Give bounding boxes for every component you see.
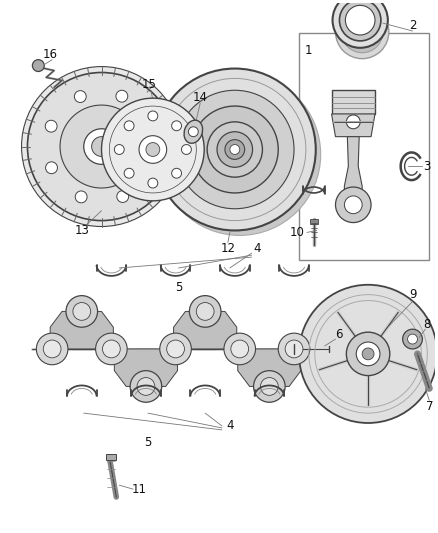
Circle shape (254, 370, 285, 402)
Circle shape (167, 340, 184, 358)
Circle shape (191, 106, 278, 193)
Circle shape (172, 168, 181, 178)
Circle shape (60, 105, 143, 188)
Text: 12: 12 (220, 242, 235, 255)
Circle shape (261, 377, 278, 395)
Circle shape (154, 69, 316, 230)
Circle shape (32, 60, 44, 71)
Circle shape (356, 342, 380, 366)
Text: 5: 5 (144, 436, 152, 449)
Circle shape (146, 143, 160, 156)
Polygon shape (114, 349, 177, 386)
Text: 3: 3 (424, 160, 431, 173)
Bar (106, 454, 117, 459)
Circle shape (160, 333, 191, 365)
Bar (299, 33, 429, 260)
Text: 10: 10 (290, 226, 304, 239)
Polygon shape (50, 311, 113, 349)
Polygon shape (332, 114, 375, 136)
Circle shape (188, 127, 198, 136)
Circle shape (299, 285, 437, 423)
Circle shape (336, 5, 389, 59)
Circle shape (362, 348, 374, 360)
Text: 15: 15 (141, 78, 156, 91)
Text: 13: 13 (74, 224, 89, 237)
Circle shape (176, 90, 294, 209)
Text: 4: 4 (226, 419, 233, 432)
Circle shape (114, 144, 124, 155)
Circle shape (46, 162, 57, 174)
Text: 11: 11 (131, 483, 147, 496)
Circle shape (403, 329, 422, 349)
Polygon shape (173, 311, 237, 349)
Circle shape (344, 196, 362, 214)
Circle shape (408, 334, 417, 344)
Circle shape (172, 121, 181, 131)
Circle shape (339, 0, 381, 41)
Circle shape (102, 340, 120, 358)
Text: 9: 9 (409, 288, 416, 301)
Circle shape (66, 296, 98, 327)
Circle shape (102, 98, 204, 201)
Circle shape (231, 340, 249, 358)
Polygon shape (72, 311, 92, 349)
Circle shape (124, 168, 134, 178)
Circle shape (139, 136, 167, 163)
Circle shape (43, 340, 61, 358)
Circle shape (148, 178, 158, 188)
Circle shape (346, 332, 390, 376)
Circle shape (145, 119, 157, 131)
Circle shape (346, 115, 360, 129)
Text: 1: 1 (305, 44, 313, 57)
Text: 14: 14 (193, 91, 208, 104)
Polygon shape (136, 349, 156, 386)
Circle shape (21, 67, 181, 227)
Circle shape (285, 340, 303, 358)
Polygon shape (195, 311, 215, 349)
Text: 8: 8 (424, 318, 431, 331)
Text: 5: 5 (175, 281, 182, 294)
Circle shape (74, 91, 86, 102)
Circle shape (116, 90, 128, 102)
Circle shape (92, 136, 111, 156)
Bar (332, 90, 375, 114)
Circle shape (181, 144, 191, 155)
Text: 7: 7 (426, 400, 433, 413)
Text: 4: 4 (254, 242, 261, 255)
Circle shape (45, 120, 57, 132)
Circle shape (75, 191, 87, 203)
Circle shape (342, 11, 383, 53)
Text: 6: 6 (335, 328, 342, 341)
Circle shape (148, 111, 158, 121)
Circle shape (84, 129, 119, 164)
Circle shape (159, 74, 321, 236)
Circle shape (189, 296, 221, 327)
Circle shape (95, 333, 127, 365)
Polygon shape (344, 136, 362, 196)
Polygon shape (259, 349, 279, 386)
Circle shape (146, 161, 158, 173)
Circle shape (225, 140, 245, 159)
Circle shape (196, 303, 214, 320)
Bar (310, 219, 318, 223)
Ellipse shape (184, 120, 203, 143)
Circle shape (36, 333, 68, 365)
Text: 16: 16 (42, 48, 58, 61)
Circle shape (224, 333, 255, 365)
Circle shape (336, 187, 371, 223)
Circle shape (137, 377, 155, 395)
Circle shape (207, 122, 262, 177)
Circle shape (346, 5, 375, 35)
Text: 2: 2 (409, 19, 416, 31)
Circle shape (117, 191, 129, 203)
Circle shape (130, 370, 162, 402)
Circle shape (73, 303, 91, 320)
Polygon shape (238, 349, 301, 386)
Circle shape (28, 72, 176, 221)
Circle shape (124, 121, 134, 131)
Circle shape (278, 333, 310, 365)
Circle shape (230, 144, 240, 155)
Circle shape (217, 132, 253, 167)
Circle shape (332, 0, 388, 48)
